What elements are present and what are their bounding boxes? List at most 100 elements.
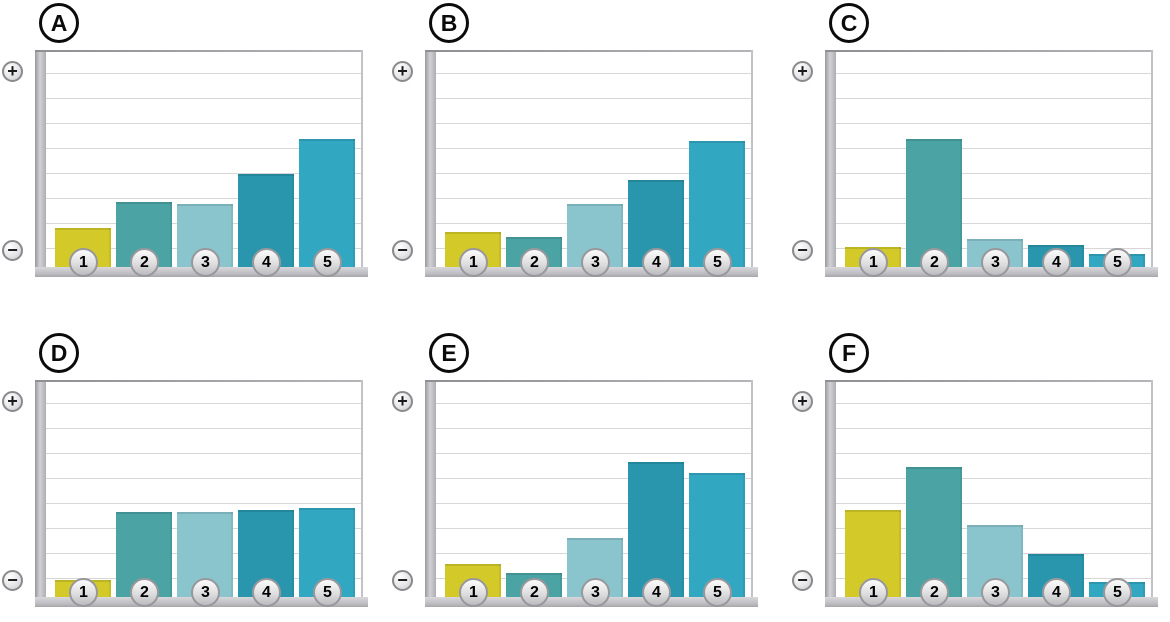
bar-chart-panel: C + − 1 2 3 4 5 bbox=[792, 3, 1158, 277]
bar-number-badge: 5 bbox=[703, 248, 732, 277]
gridline bbox=[436, 173, 751, 174]
gridline bbox=[436, 428, 751, 429]
gridline bbox=[836, 453, 1151, 454]
plot-right-border bbox=[361, 380, 363, 597]
bar-number-badge: 2 bbox=[520, 578, 549, 607]
bar-number-badge: 5 bbox=[1103, 248, 1132, 277]
gridline bbox=[436, 403, 751, 404]
bar-number-badge: 1 bbox=[69, 578, 98, 607]
bar-category-2 bbox=[906, 467, 962, 597]
gridline bbox=[436, 528, 751, 529]
gridline bbox=[836, 73, 1151, 74]
gridline bbox=[836, 98, 1151, 99]
plot-area: 1 2 3 4 5 bbox=[425, 380, 758, 607]
panel-label-circle: C bbox=[829, 3, 869, 43]
plus-icon: + bbox=[2, 61, 23, 82]
panel-letter: A bbox=[50, 9, 68, 36]
panel-label-circle: D bbox=[39, 333, 79, 373]
bar-number-badge: 3 bbox=[981, 248, 1010, 277]
bar-number-badge: 4 bbox=[252, 248, 281, 277]
bar-category-5 bbox=[299, 139, 355, 267]
bar-number-badge: 5 bbox=[313, 578, 342, 607]
gridline bbox=[46, 478, 361, 479]
bar-number-badge: 3 bbox=[191, 248, 220, 277]
bar-number-badge: 3 bbox=[581, 248, 610, 277]
bar-number-badge: 1 bbox=[69, 248, 98, 277]
panel-letter: E bbox=[441, 339, 457, 366]
bar-number-badge: 4 bbox=[642, 248, 671, 277]
panel-letter: C bbox=[840, 9, 858, 36]
gridline bbox=[836, 478, 1151, 479]
bar-number-badge: 3 bbox=[191, 578, 220, 607]
bar-number-badge: 5 bbox=[313, 248, 342, 277]
panel-label-circle: E bbox=[429, 333, 469, 373]
gridline bbox=[46, 173, 361, 174]
bar-number-badge: 1 bbox=[459, 578, 488, 607]
plot-area: 1 2 3 4 5 bbox=[825, 50, 1158, 277]
panel-letter: D bbox=[50, 339, 68, 366]
gridline bbox=[436, 453, 751, 454]
bar-category-4 bbox=[628, 462, 684, 597]
panel-label-circle: A bbox=[39, 3, 79, 43]
plot-top-border bbox=[825, 380, 1153, 382]
bar-number-badge: 1 bbox=[859, 578, 888, 607]
bar-number-badge: 2 bbox=[130, 248, 159, 277]
y-axis-bar bbox=[825, 50, 836, 277]
gridline bbox=[46, 428, 361, 429]
gridline bbox=[836, 123, 1151, 124]
plot-right-border bbox=[751, 50, 753, 267]
bar-number-badge: 4 bbox=[252, 578, 281, 607]
bar-category-5 bbox=[689, 473, 745, 597]
panel-letter: F bbox=[841, 339, 857, 366]
plot-top-border bbox=[35, 50, 363, 52]
gridline bbox=[436, 503, 751, 504]
plus-icon: + bbox=[792, 61, 813, 82]
plot-area: 1 2 3 4 5 bbox=[35, 380, 368, 607]
bar-chart-panel: E + − 1 2 3 4 5 bbox=[392, 333, 758, 607]
bar-category-5 bbox=[689, 141, 745, 267]
plot-top-border bbox=[825, 50, 1153, 52]
gridline bbox=[436, 148, 751, 149]
plot-right-border bbox=[751, 380, 753, 597]
plot-right-border bbox=[1151, 50, 1153, 267]
plot-top-border bbox=[35, 380, 363, 382]
bar-number-badge: 1 bbox=[859, 248, 888, 277]
y-axis-bar bbox=[425, 50, 436, 277]
gridline bbox=[836, 223, 1151, 224]
plot-area: 1 2 3 4 5 bbox=[425, 50, 758, 277]
bar-chart-panel: D + − 1 2 3 4 5 bbox=[2, 333, 368, 607]
minus-icon: − bbox=[792, 570, 813, 591]
gridline bbox=[836, 403, 1151, 404]
y-axis-bar bbox=[825, 380, 836, 607]
bar-number-badge: 4 bbox=[642, 578, 671, 607]
gridline bbox=[836, 503, 1151, 504]
y-axis-bar bbox=[35, 50, 46, 277]
bar-chart-panel: B + − 1 2 3 4 5 bbox=[392, 3, 758, 277]
gridline bbox=[436, 98, 751, 99]
panel-letter: B bbox=[440, 9, 458, 36]
plus-icon: + bbox=[792, 391, 813, 412]
gridline bbox=[46, 148, 361, 149]
bar-chart-panel: A + − 1 2 3 4 5 bbox=[2, 3, 368, 277]
bar-number-badge: 5 bbox=[703, 578, 732, 607]
plot-area: 1 2 3 4 5 bbox=[825, 380, 1158, 607]
gridline bbox=[836, 148, 1151, 149]
plot-right-border bbox=[1151, 380, 1153, 597]
gridline bbox=[836, 173, 1151, 174]
minus-icon: − bbox=[2, 240, 23, 261]
gridline bbox=[46, 453, 361, 454]
bar-number-badge: 4 bbox=[1042, 578, 1071, 607]
bar-number-badge: 2 bbox=[520, 248, 549, 277]
gridline bbox=[46, 98, 361, 99]
gridline bbox=[436, 73, 751, 74]
bar-number-badge: 4 bbox=[1042, 248, 1071, 277]
y-axis-bar bbox=[425, 380, 436, 607]
panel-label-circle: B bbox=[429, 3, 469, 43]
bar-category-2 bbox=[906, 139, 962, 267]
bar-number-badge: 3 bbox=[981, 578, 1010, 607]
bar-number-badge: 2 bbox=[130, 578, 159, 607]
y-axis-bar bbox=[35, 380, 46, 607]
minus-icon: − bbox=[392, 240, 413, 261]
gridline bbox=[46, 73, 361, 74]
